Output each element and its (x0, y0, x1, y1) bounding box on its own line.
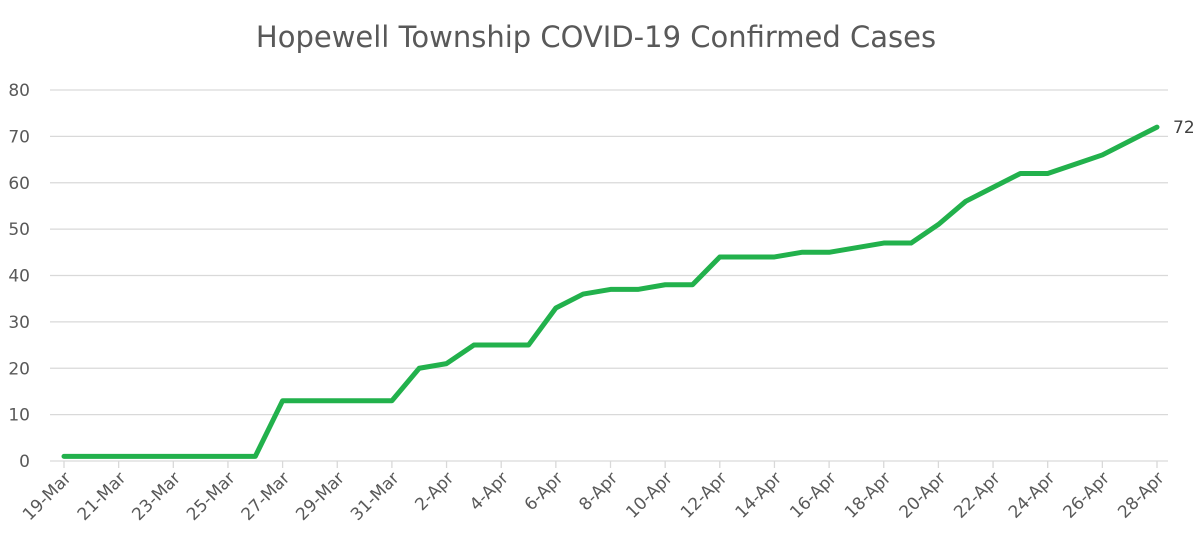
y-tick-label: 20 (8, 359, 30, 379)
y-tick-label: 70 (8, 127, 30, 147)
x-tick-label: 23-Mar (128, 468, 184, 524)
x-tick-label: 28-Apr (1114, 468, 1168, 522)
data-labels: 72 (1173, 118, 1195, 138)
gridlines (50, 89, 1168, 462)
x-tick-label: 27-Mar (238, 468, 294, 524)
x-tick-label: 10-Apr (622, 468, 676, 522)
x-axis-tick-labels: 19-Mar21-Mar23-Mar25-Mar27-Mar29-Mar31-M… (19, 461, 1169, 525)
data-label-28-Apr: 72 (1173, 118, 1195, 138)
x-tick-label: 4-Apr (466, 468, 513, 515)
x-tick-label: 22-Apr (950, 468, 1004, 522)
y-tick-label: 60 (8, 174, 30, 194)
x-tick-label: 31-Mar (347, 468, 403, 524)
x-tick-label: 12-Apr (677, 468, 731, 522)
x-tick-label: 14-Apr (732, 468, 786, 522)
x-tick-label: 19-Mar (19, 468, 75, 524)
y-tick-label: 80 (8, 81, 30, 101)
y-tick-label: 40 (8, 267, 30, 287)
x-tick-label: 16-Apr (786, 468, 840, 522)
x-tick-label: 2-Apr (411, 468, 458, 515)
x-tick-label: 20-Apr (896, 468, 950, 522)
x-tick-label: 18-Apr (841, 468, 895, 522)
y-axis-tick-labels: 0 10 20 30 40 50 60 70 80 (8, 81, 30, 472)
x-tick-label: 21-Mar (74, 468, 130, 524)
x-tick-label: 24-Apr (1005, 468, 1059, 522)
y-tick-label: 50 (8, 220, 30, 240)
x-tick-label: 29-Mar (292, 468, 348, 524)
chart-title: Hopewell Township COVID-19 Confirmed Cas… (256, 20, 936, 54)
x-tick-label: 8-Apr (575, 468, 622, 515)
y-tick-label: 0 (19, 452, 30, 472)
series-line-0 (61, 124, 1160, 459)
series-layer (61, 124, 1160, 459)
x-tick-label: 26-Apr (1060, 468, 1114, 522)
x-tick-label: 6-Apr (521, 468, 568, 515)
y-tick-label: 30 (8, 313, 30, 333)
y-tick-label: 10 (8, 406, 30, 426)
x-tick-label: 25-Mar (183, 468, 239, 524)
